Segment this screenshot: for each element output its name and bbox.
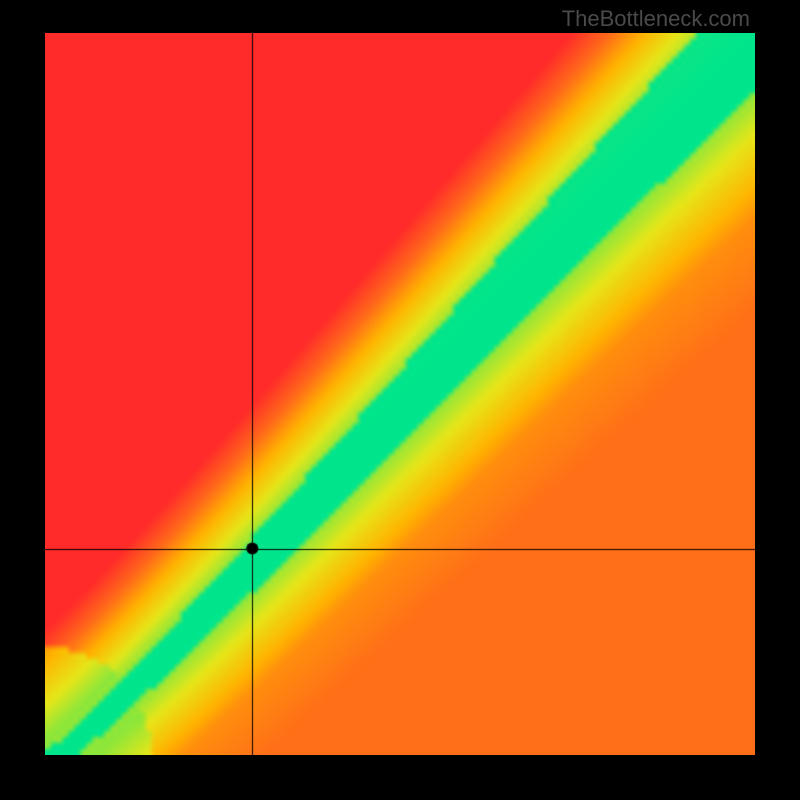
heatmap-plot: [45, 33, 755, 755]
watermark-text: TheBottleneck.com: [562, 6, 750, 32]
image-root: TheBottleneck.com: [0, 0, 800, 800]
crosshair-overlay: [45, 33, 755, 755]
